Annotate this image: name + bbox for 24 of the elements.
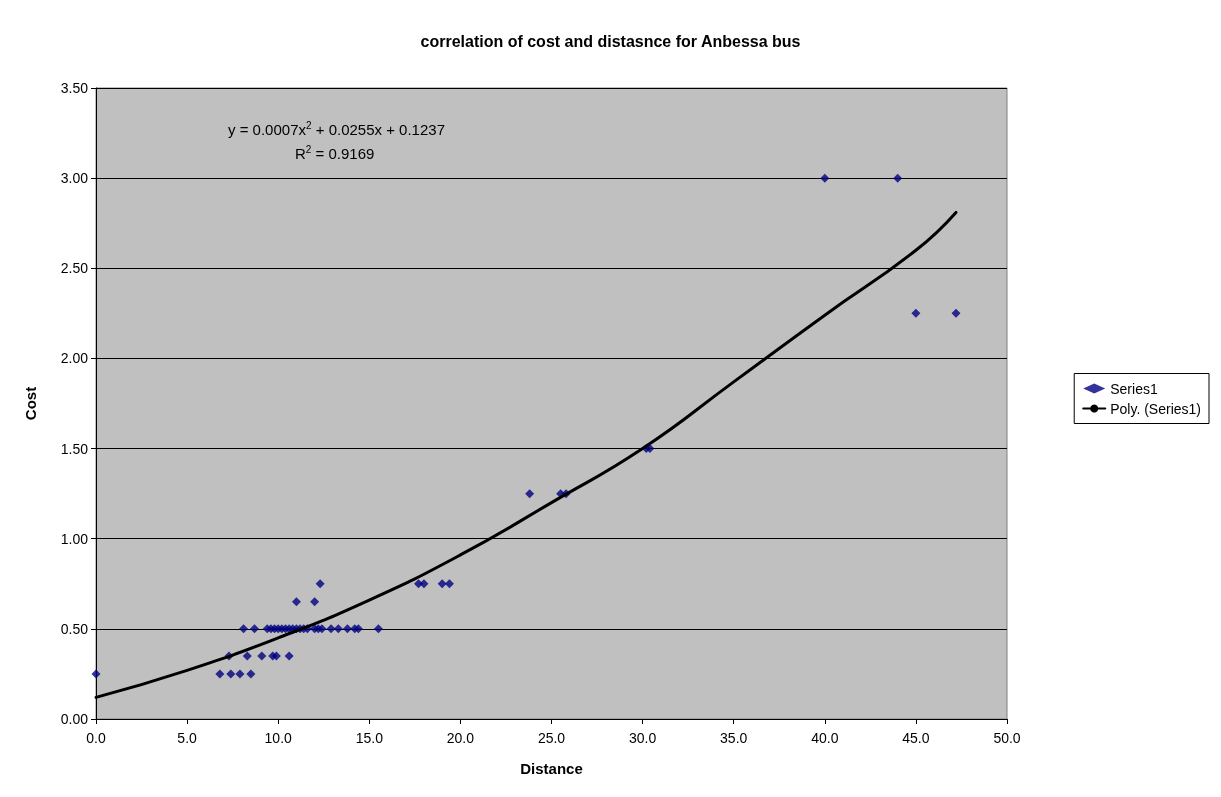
x-tick-label: 10.0: [264, 730, 293, 746]
legend-label: Series1: [1110, 380, 1158, 397]
x-tick-label: 50.0: [993, 730, 1021, 746]
x-tick-label: 0.0: [86, 730, 106, 746]
x-tick-label: 25.0: [537, 730, 566, 746]
y-tick-label: 1.00: [60, 530, 89, 547]
y-tick-label: 2.50: [60, 260, 89, 277]
x-tick-label: 45.0: [902, 730, 930, 746]
y-tick-label: 3.00: [60, 170, 89, 187]
x-axis-title: Distance: [520, 760, 583, 777]
x-tick-label: 30.0: [628, 730, 657, 746]
chart-title: correlation of cost and distasnce for Anbessa bus: [420, 32, 801, 50]
x-tick-label: 5.0: [177, 730, 198, 746]
x-tick-label: 20.0: [446, 730, 475, 746]
y-tick-label: 1.50: [60, 440, 89, 457]
y-tick-label: 2.00: [60, 350, 89, 367]
y-tick-label: 0.00: [60, 711, 89, 727]
x-tick-label: 35.0: [720, 730, 748, 746]
x-tick-label: 15.0: [355, 730, 384, 746]
y-axis-title: Cost: [22, 386, 39, 421]
legend-label: Poly. (Series1): [1110, 400, 1202, 417]
y-tick-label: 3.50: [60, 80, 89, 96]
x-tick-label: 40.0: [811, 730, 839, 746]
y-tick-label: 0.50: [60, 620, 89, 637]
